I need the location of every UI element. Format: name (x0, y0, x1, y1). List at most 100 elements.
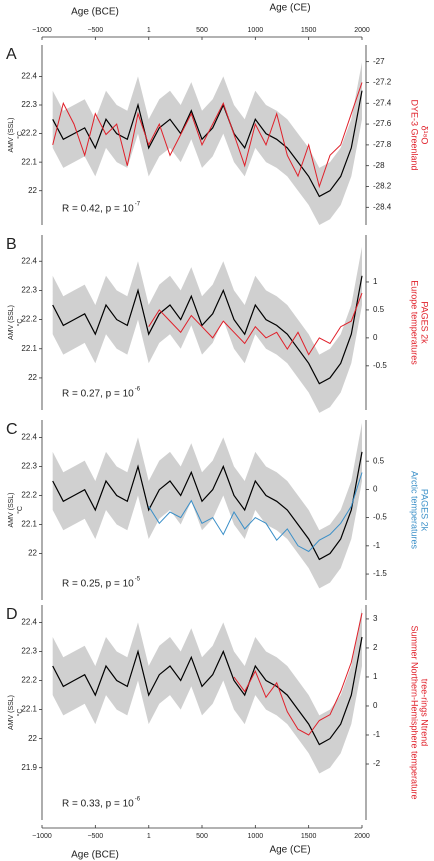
y2-axis-label: δ¹⁸O (420, 126, 430, 145)
y-axis-unit: °C (16, 506, 24, 514)
annotation: R = 0.27, p = 10 (62, 389, 134, 400)
y-axis-unit: °C (16, 709, 24, 717)
x-tick-label: −500 (87, 833, 103, 840)
x-tick-label: 1500 (301, 833, 317, 840)
y2-tick-label: -0.5 (373, 513, 387, 522)
series-line (52, 82, 363, 189)
y-tick-label: 22 (28, 186, 37, 195)
x-tick-label: 500 (196, 833, 208, 840)
y-tick-label: 22 (28, 373, 37, 382)
x-tick-label: −1000 (32, 833, 52, 840)
y-tick-label: 22.2 (21, 129, 37, 138)
series-line (52, 636, 363, 746)
series-line (52, 275, 363, 385)
y-tick-label: 22.3 (21, 647, 37, 656)
y2-tick-label: -1 (373, 730, 381, 739)
y-tick-label: 22.4 (21, 433, 37, 442)
y2-tick-label: 0 (373, 333, 378, 342)
y-axis-label: AMV (SSL) (8, 117, 15, 152)
y2-tick-label: -27.8 (373, 140, 392, 149)
x-tick-label: −500 (87, 27, 103, 34)
y2-tick-label: -27 (373, 57, 385, 66)
series-line (52, 451, 363, 561)
y-tick-label: 22.1 (21, 705, 37, 714)
x-tick-label: 2000 (354, 833, 370, 840)
y-tick-label: 22.3 (21, 100, 37, 109)
panel-letter: B (6, 236, 17, 253)
series-line (233, 612, 363, 736)
y2-tick-label: -27.6 (373, 119, 392, 128)
x-tick-label: 1000 (248, 833, 264, 840)
y-tick-label: 22.1 (21, 344, 37, 353)
y-tick-label: 22.3 (21, 286, 37, 295)
y2-tick-label: -27.2 (373, 78, 392, 87)
y2-tick-label: 1 (373, 672, 378, 681)
annotation: R = 0.25, p = 10 (62, 579, 134, 590)
series-line (148, 292, 363, 356)
x-axis-label: Age (CE) (269, 845, 310, 856)
y-tick-label: 22.1 (21, 520, 37, 529)
y-axis-label: AMV (SSL) (8, 492, 15, 527)
annotation-exponent: -5 (135, 577, 141, 583)
y2-tick-label: 2 (373, 643, 378, 652)
y2-tick-label: -1.5 (373, 569, 387, 578)
x-tick-label: 1500 (301, 27, 317, 34)
y2-tick-label: -1 (373, 541, 381, 550)
y-axis-label: AMV (SSL) (8, 695, 15, 730)
x-axis-label: Age (BCE) (71, 7, 119, 18)
x-axis-label: Age (BCE) (71, 850, 119, 861)
uncertainty-band (52, 607, 362, 774)
uncertainty-band (52, 62, 362, 225)
y2-axis-label: Europe temperatures (410, 280, 420, 365)
y2-axis-label: Summer Northern-Hemisphere temperature (410, 625, 420, 799)
y2-tick-label: 0 (373, 485, 378, 494)
y-tick-label: 22.2 (21, 315, 37, 324)
y-tick-label: 22.3 (21, 462, 37, 471)
y-tick-label: 22.4 (21, 618, 37, 627)
y-tick-label: 22 (28, 549, 37, 558)
panel-letter: D (6, 606, 18, 623)
x-tick-label: 1 (147, 833, 151, 840)
y2-tick-label: -28.4 (373, 202, 392, 211)
y2-axis-label: tree-rings Ntrend (420, 679, 430, 747)
y2-tick-label: 0 (373, 701, 378, 710)
y2-tick-label: -27.4 (373, 98, 392, 107)
y-tick-label: 22 (28, 734, 37, 743)
y-tick-label: 22.2 (21, 491, 37, 500)
x-tick-label: 1000 (248, 27, 264, 34)
y2-axis-label: PAGES 2k (420, 489, 430, 532)
y2-tick-label: 3 (373, 614, 378, 623)
y-axis-label: AMV (SSL) (8, 305, 15, 340)
y2-tick-label: -2 (373, 759, 381, 768)
y2-axis-label: Arctic temperatures (410, 471, 420, 550)
y-tick-label: 21.9 (21, 763, 37, 772)
y-tick-label: 22.1 (21, 157, 37, 166)
y-tick-label: 22.4 (21, 72, 37, 81)
annotation-exponent: -7 (135, 202, 141, 208)
x-axis-label: Age (CE) (269, 3, 310, 14)
y2-tick-label: 0.5 (373, 305, 385, 314)
y-axis-unit: °C (16, 319, 24, 327)
annotation-exponent: -6 (135, 387, 141, 393)
uncertainty-band (52, 246, 362, 413)
panel-letter: C (6, 421, 18, 438)
annotation: R = 0.42, p = 10 (62, 204, 134, 215)
y-tick-label: 22.2 (21, 676, 37, 685)
y2-tick-label: -28.2 (373, 182, 392, 191)
x-tick-label: 1 (147, 27, 151, 34)
y2-axis-label: DYE-3 Greenland (410, 99, 420, 170)
panel-letter: A (6, 46, 17, 63)
x-tick-label: 2000 (354, 27, 370, 34)
x-tick-label: −1000 (32, 27, 52, 34)
x-tick-label: 500 (196, 27, 208, 34)
y2-tick-label: -0.5 (373, 361, 387, 370)
y2-tick-label: 1 (373, 277, 378, 286)
annotation-exponent: -6 (135, 797, 141, 803)
y-axis-unit: °C (16, 131, 24, 139)
annotation: R = 0.33, p = 10 (62, 799, 134, 810)
y-tick-label: 22.4 (21, 256, 37, 265)
series-line (148, 472, 363, 553)
y2-axis-label: PAGES 2k (420, 301, 430, 344)
y2-tick-label: -28 (373, 161, 385, 170)
